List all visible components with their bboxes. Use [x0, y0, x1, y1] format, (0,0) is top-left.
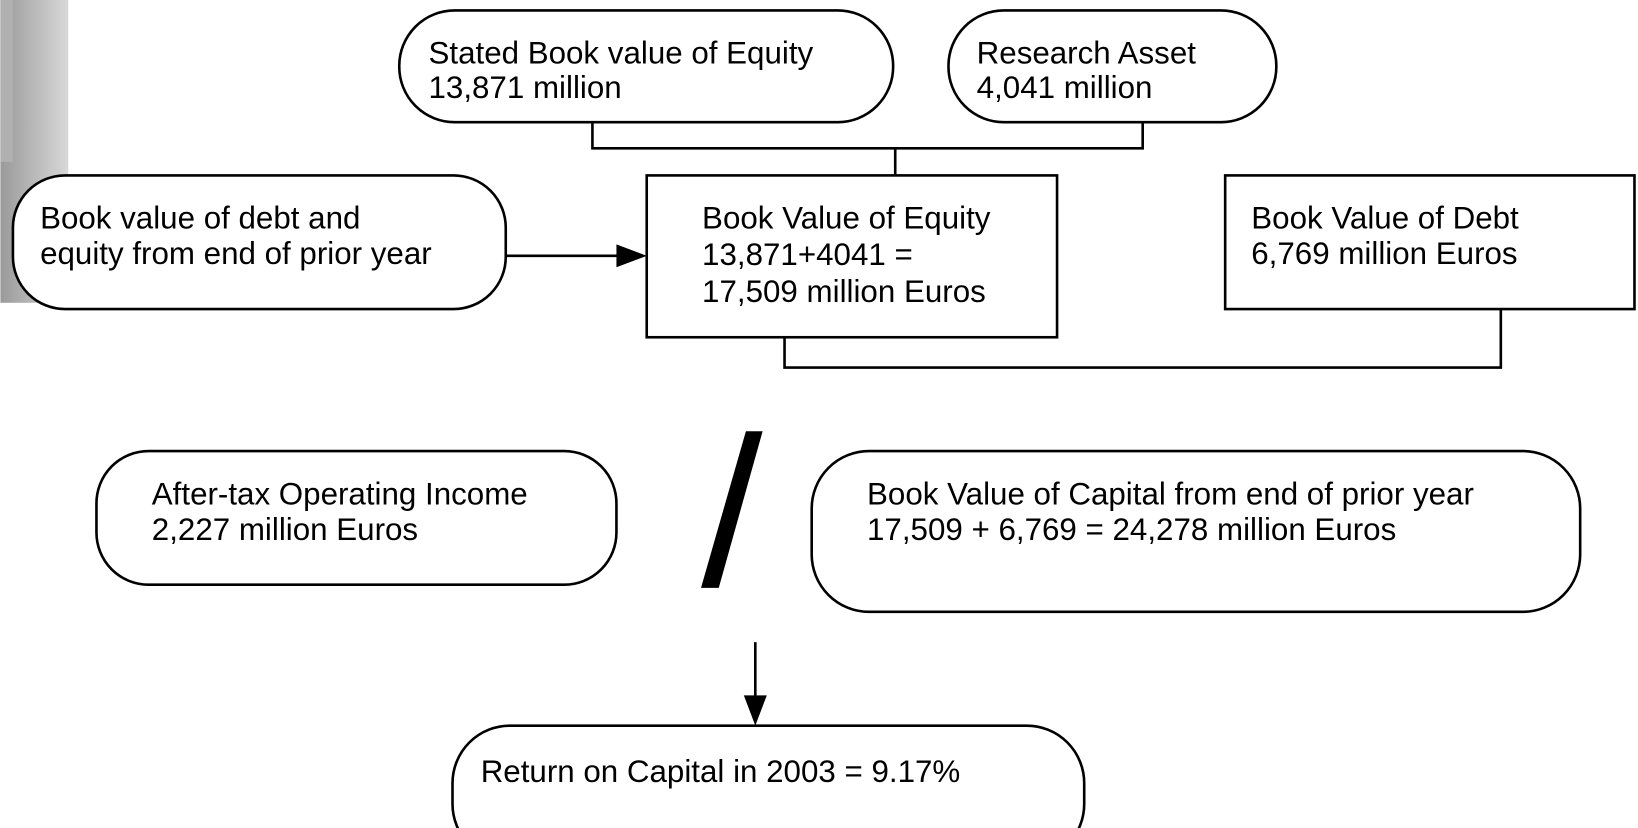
arrow-head — [616, 244, 647, 268]
node-text: Research Asset — [977, 36, 1197, 71]
node-box — [95, 449, 618, 587]
node-text: 6,769 million Euros — [1251, 236, 1517, 271]
node-text: equity from end of prior year — [40, 236, 432, 271]
node-box — [1223, 174, 1636, 311]
node-box — [810, 449, 1582, 614]
node-text: Book Value of Equity — [702, 201, 991, 236]
node-text: 13,871+4041 = — [702, 237, 913, 272]
node-text: 13,871 million — [428, 70, 621, 105]
node-text: 2,227 million Euros — [152, 512, 418, 547]
node-text: After-tax Operating Income — [152, 476, 528, 511]
node-box — [947, 9, 1278, 124]
connector — [591, 122, 1144, 150]
connector — [783, 309, 1503, 369]
node-box — [397, 9, 895, 124]
node-box — [11, 174, 508, 311]
node-box — [645, 174, 1059, 339]
node-text: 17,509 million Euros — [702, 274, 986, 309]
node-box — [451, 724, 1086, 828]
node-text: Book Value of Capital from end of prior … — [867, 476, 1474, 511]
node-text: Return on Capital in 2003 = 9.17% — [481, 754, 961, 789]
sidebar-strip — [0, 0, 13, 162]
node-text: Stated Book value of Equity — [428, 36, 813, 71]
arrow-head — [743, 695, 767, 726]
node-text: Book Value of Debt — [1251, 201, 1519, 236]
node-text: 4,041 million — [977, 70, 1153, 105]
node-text: Book value of debt and — [40, 201, 360, 236]
node-text: 17,509 + 6,769 = 24,278 million Euros — [867, 512, 1396, 547]
divide-sign — [701, 431, 763, 588]
